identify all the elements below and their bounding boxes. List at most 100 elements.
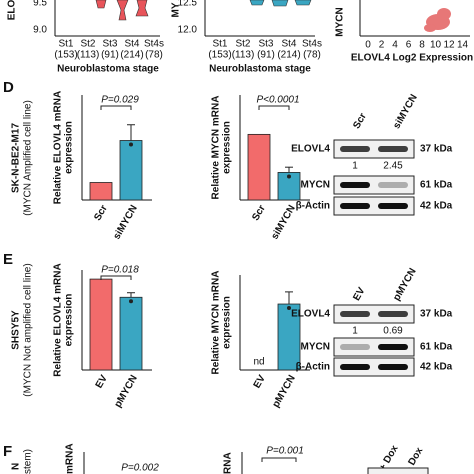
y-axis-label: RNA (223, 452, 234, 474)
stage-n: (113) (232, 50, 255, 61)
band (378, 203, 408, 209)
category-label: pMYCN (271, 373, 298, 409)
tick-label: 4 (392, 40, 398, 51)
stage-label: St3 (102, 39, 117, 50)
kda-label: 42 kDa (420, 201, 453, 212)
stage-label: St1 (212, 39, 227, 50)
axis-label: ELO (7, 0, 18, 20)
kda-label: 61 kDa (420, 180, 453, 191)
blot-frame (367, 467, 429, 474)
y-axis-label: expression (64, 294, 75, 347)
x-axis-label: Neuroblastoma stage (57, 64, 159, 75)
lane-label: Scr (351, 111, 369, 131)
data-point (287, 174, 291, 179)
bar (119, 140, 143, 201)
band (340, 311, 370, 317)
blot-frame (333, 304, 415, 324)
bar (89, 278, 113, 371)
protein-label: MYCN (301, 180, 330, 191)
lane-label: EV (351, 285, 367, 302)
stage-n: (91) (257, 50, 275, 61)
stage-label: St4 (124, 39, 139, 50)
stage-label: St2 (80, 39, 95, 50)
quant-label: 0.69 (383, 326, 403, 337)
band (340, 203, 370, 209)
band (378, 146, 408, 152)
axis-label: MY (171, 2, 182, 17)
category-label: Scr (250, 203, 268, 223)
stage-n: (214) (277, 50, 300, 61)
tick-label: 12.5 (178, 0, 198, 9)
quant-label: 1 (352, 326, 358, 337)
stage-label: St4s (144, 39, 164, 50)
band (340, 146, 370, 152)
blot-frame (333, 196, 415, 216)
stage-n: (214) (120, 50, 143, 61)
category-label: EV (252, 373, 268, 390)
category-label: EV (94, 373, 110, 390)
y-axis-label: Relative ELOVL4 mRNA (53, 91, 64, 204)
kda-label: 42 kDa (420, 362, 453, 373)
significance-bracket (100, 105, 132, 110)
y-axis-label: expression (222, 296, 233, 349)
cell-line: SHSY5Y (11, 310, 22, 350)
protein-label: ELOVL4 (291, 144, 330, 155)
quant-label: 1 (352, 161, 358, 172)
band (378, 311, 408, 317)
significance-bracket (258, 105, 290, 110)
p-value: P=0.018 (101, 265, 139, 276)
tick-label: 6 (406, 40, 412, 51)
quant-label: 2.45 (383, 161, 403, 172)
protein-label: β-Actin (296, 201, 330, 212)
x-axis-label: Neuroblastoma stage (209, 64, 311, 75)
stage-n: (153) (54, 50, 77, 61)
p-value: P=0.001 (266, 446, 304, 457)
blot-frame (333, 337, 415, 357)
category-label: pMYCN (113, 373, 140, 409)
tick-label: 14 (457, 40, 469, 51)
tick-label: 12 (443, 40, 455, 51)
y-axis-label: expression (222, 121, 233, 174)
data-point (129, 142, 133, 147)
blot-frame (333, 175, 415, 195)
y-axis-label: mRNA (65, 443, 76, 474)
tick-label: 9.0 (33, 25, 47, 36)
y-axis-label: Relative MYCN mRNA (211, 271, 222, 375)
y-axis-label: Relative ELOVL4 mRNA (53, 263, 64, 376)
stage-n: (153) (208, 50, 231, 61)
blot-frame (333, 139, 415, 159)
tick-label: 2 (379, 40, 385, 51)
stage-label: St1 (58, 39, 73, 50)
p-value: P=0.002 (121, 463, 159, 474)
blot-frame (333, 357, 415, 377)
cell-note: (MYCN Not amplified cell line) (23, 263, 34, 396)
side-label: N (11, 463, 22, 470)
protein-label: ELOVL4 (291, 309, 330, 320)
stage-label: St4 (281, 39, 296, 50)
band (378, 182, 408, 188)
bar (89, 182, 113, 201)
y-axis-label: Relative MYCN mRNA (211, 96, 222, 200)
category-label: siMYCN (111, 203, 139, 241)
data-point (129, 299, 133, 304)
band (378, 344, 408, 350)
panel-letter: F (3, 443, 12, 460)
violins (95, 0, 312, 21)
bar (247, 133, 271, 201)
cell-line: SK-N-BE2-M17 (11, 123, 22, 193)
panel-letter: D (3, 79, 14, 96)
tick-label: 0 (365, 40, 371, 51)
band (340, 344, 370, 350)
band (340, 182, 370, 188)
side-label: stem) (23, 449, 34, 474)
band (340, 364, 370, 370)
p-value: P<0.0001 (256, 95, 299, 106)
axis-label: MYCN (335, 7, 346, 36)
category-label: siMYCN (269, 203, 297, 241)
category-label: Scr (92, 203, 110, 223)
significance-bracket (261, 457, 297, 462)
kda-label: 61 kDa (420, 342, 453, 353)
x-axis-label: ELOVL4 Log2 Expression (351, 53, 473, 64)
band (378, 364, 408, 370)
